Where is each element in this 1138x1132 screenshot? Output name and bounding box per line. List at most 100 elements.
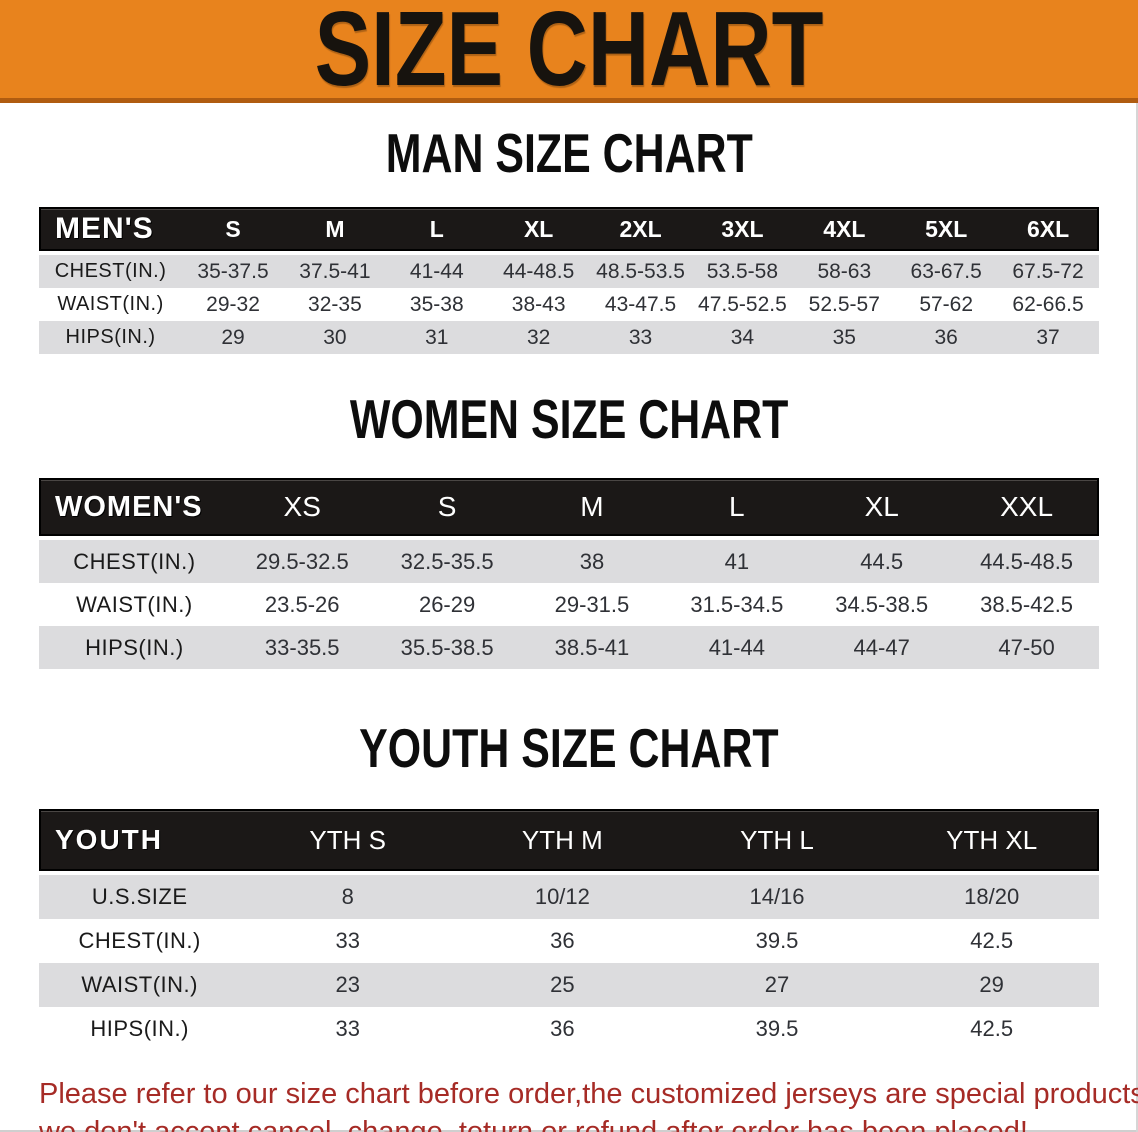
table-corner-label: YOUTH (55, 824, 163, 855)
measurement-value: 67.5-72 (1012, 259, 1084, 283)
measurement-value: 33-35.5 (264, 634, 340, 660)
size-column-header: YTH M (521, 824, 603, 855)
table-row: CHEST(IN.) 29.5-32.5 32.5-35.5 38 41 44.5 44.5… (39, 540, 1099, 583)
measurement-value: 25 (550, 972, 575, 997)
youth-size-table: YOUTH YTH S YTH M YTH L YTH XL U.S.SIZE 8 10/12… (39, 809, 1099, 1051)
banner-title: SIZE CHART (314, 0, 824, 108)
measurement-value: 33 (335, 928, 360, 953)
measurement-value: 47.5-52.5 (698, 292, 787, 316)
measurement-label: WAIST(IN.) (81, 972, 198, 997)
measurement-label: CHEST(IN.) (54, 260, 167, 282)
measurement-value: 29-32 (206, 292, 260, 316)
measurement-value: 26-29 (418, 591, 476, 617)
men-size-table: MEN'S S M L XL 2XL 3XL 4XL 5XL 6XL CHEST(IN.) 35-37… (39, 207, 1099, 354)
size-column-header: 2XL (619, 215, 662, 242)
measurement-value: 18/20 (964, 884, 1020, 909)
measurement-value: 31.5-34.5 (690, 591, 784, 617)
measurement-value: 39.5 (755, 1016, 799, 1041)
table-row: HIPS(IN.) 29 30 31 32 33 34 35 36 37 (39, 321, 1099, 354)
size-column-header: YTH S (309, 824, 386, 855)
measurement-value: 10/12 (534, 884, 590, 909)
size-column-header: M (325, 215, 345, 242)
women-size-chart-section: WOMEN SIZE CHART WOMEN'S XS S M L XL XXL CHEST(… (0, 388, 1138, 669)
women-section-heading-text: WOMEN SIZE CHART (349, 388, 789, 450)
measurement-value: 41-44 (409, 259, 464, 283)
order-notice: Please refer to our size chart before or… (39, 1075, 1138, 1132)
measurement-value: 41-44 (708, 634, 765, 660)
size-column-header: 3XL (721, 215, 764, 242)
measurement-value: 42.5 (970, 928, 1014, 953)
measurement-value: 32 (526, 325, 551, 349)
size-column-header: 5XL (925, 215, 968, 242)
measurement-value: 35-38 (409, 292, 464, 316)
measurement-value: 43-47.5 (604, 292, 677, 316)
size-column-header: 4XL (823, 215, 866, 242)
notice-line-2: we don't accept cancel, change, teturn o… (39, 1116, 1028, 1132)
table-header-row: MEN'S S M L XL 2XL 3XL 4XL 5XL 6XL (39, 207, 1099, 251)
measurement-value: 63-67.5 (910, 259, 982, 283)
measurement-value: 44-48.5 (503, 259, 575, 283)
measurement-label: HIPS(IN.) (85, 634, 184, 660)
measurement-value: 53.5-58 (706, 259, 779, 283)
measurement-label: CHEST(IN.) (73, 548, 196, 574)
size-column-header: XS (283, 491, 321, 522)
measurement-value: 32.5-35.5 (400, 548, 494, 574)
measurement-value: 34.5-38.5 (835, 591, 929, 617)
table-row: HIPS(IN.) 33-35.5 35.5-38.5 38.5-41 41-44 44-… (39, 626, 1099, 669)
measurement-value: 29 (979, 972, 1004, 997)
measurement-label: WAIST(IN.) (57, 293, 164, 315)
men-section-heading: MAN SIZE CHART (0, 122, 1138, 190)
size-column-header: S (225, 215, 241, 242)
measurement-value: 38.5-41 (554, 634, 630, 660)
measurement-value: 44.5 (860, 548, 904, 574)
table-row: WAIST(IN.) 23.5-26 26-29 29-31.5 31.5-34.5 34… (39, 583, 1099, 626)
table-header-row: YOUTH YTH S YTH M YTH L YTH XL (39, 809, 1099, 871)
measurement-value: 8 (341, 884, 354, 909)
measurement-value: 27 (764, 972, 790, 997)
measurement-value: 44.5-48.5 (980, 548, 1074, 574)
measurement-value: 37.5-41 (299, 259, 371, 283)
measurement-value: 52.5-57 (808, 292, 880, 316)
measurement-value: 36 (550, 1016, 575, 1041)
measurement-value: 44-47 (853, 634, 910, 660)
measurement-value: 42.5 (970, 1016, 1014, 1041)
size-column-header: XL (523, 215, 554, 242)
measurement-value: 62-66.5 (1012, 292, 1084, 316)
size-column-header: 6XL (1026, 215, 1070, 242)
measurement-value: 29.5-32.5 (255, 548, 349, 574)
measurement-value: 14/16 (749, 884, 805, 909)
measurement-value: 35-37.5 (197, 259, 269, 283)
measurement-label: WAIST(IN.) (76, 591, 193, 617)
measurement-value: 41 (724, 548, 750, 574)
measurement-label: HIPS(IN.) (90, 1016, 189, 1041)
men-section-heading-text: MAN SIZE CHART (385, 122, 753, 184)
notice-line-1: Please refer to our size chart before or… (39, 1078, 1138, 1110)
size-column-header: L (729, 491, 745, 522)
measurement-value: 48.5-53.5 (596, 259, 685, 283)
measurement-value: 38-43 (511, 292, 566, 316)
measurement-value: 33 (335, 1016, 360, 1041)
size-column-header: XXL (1000, 491, 1054, 522)
measurement-value: 35 (832, 325, 856, 349)
table-row: CHEST(IN.) 33 36 39.5 42.5 (39, 919, 1099, 963)
measurement-value: 23 (335, 972, 360, 997)
men-size-chart-section: MAN SIZE CHART MEN'S S M L XL 2XL 3XL 4XL 5XL 6XL… (0, 122, 1138, 354)
measurement-value: 57-62 (919, 292, 974, 316)
measurement-value: 58-63 (817, 259, 872, 283)
measurement-label: CHEST(IN.) (78, 928, 201, 953)
table-row: CHEST(IN.) 35-37.5 37.5-41 41-44 44-48.5 48.5… (39, 255, 1099, 288)
size-chart-banner: SIZE CHART (0, 0, 1138, 103)
women-size-table: WOMEN'S XS S M L XL XXL CHEST(IN.) 29.5-32.5 32.5… (39, 478, 1099, 669)
table-row: HIPS(IN.) 33 36 39.5 42.5 (39, 1007, 1099, 1051)
measurement-value: 23.5-26 (264, 591, 340, 617)
measurement-value: 30 (323, 325, 347, 349)
measurement-value: 38.5-42.5 (980, 591, 1074, 617)
size-column-header: YTH XL (946, 824, 1038, 855)
table-row: WAIST(IN.) 23 25 27 29 (39, 963, 1099, 1007)
size-column-header: XL (864, 491, 899, 522)
measurement-value: 37 (1036, 325, 1060, 349)
table-corner-label: WOMEN'S (55, 490, 203, 523)
measurement-value: 38 (579, 548, 605, 574)
measurement-label: HIPS(IN.) (65, 326, 156, 348)
